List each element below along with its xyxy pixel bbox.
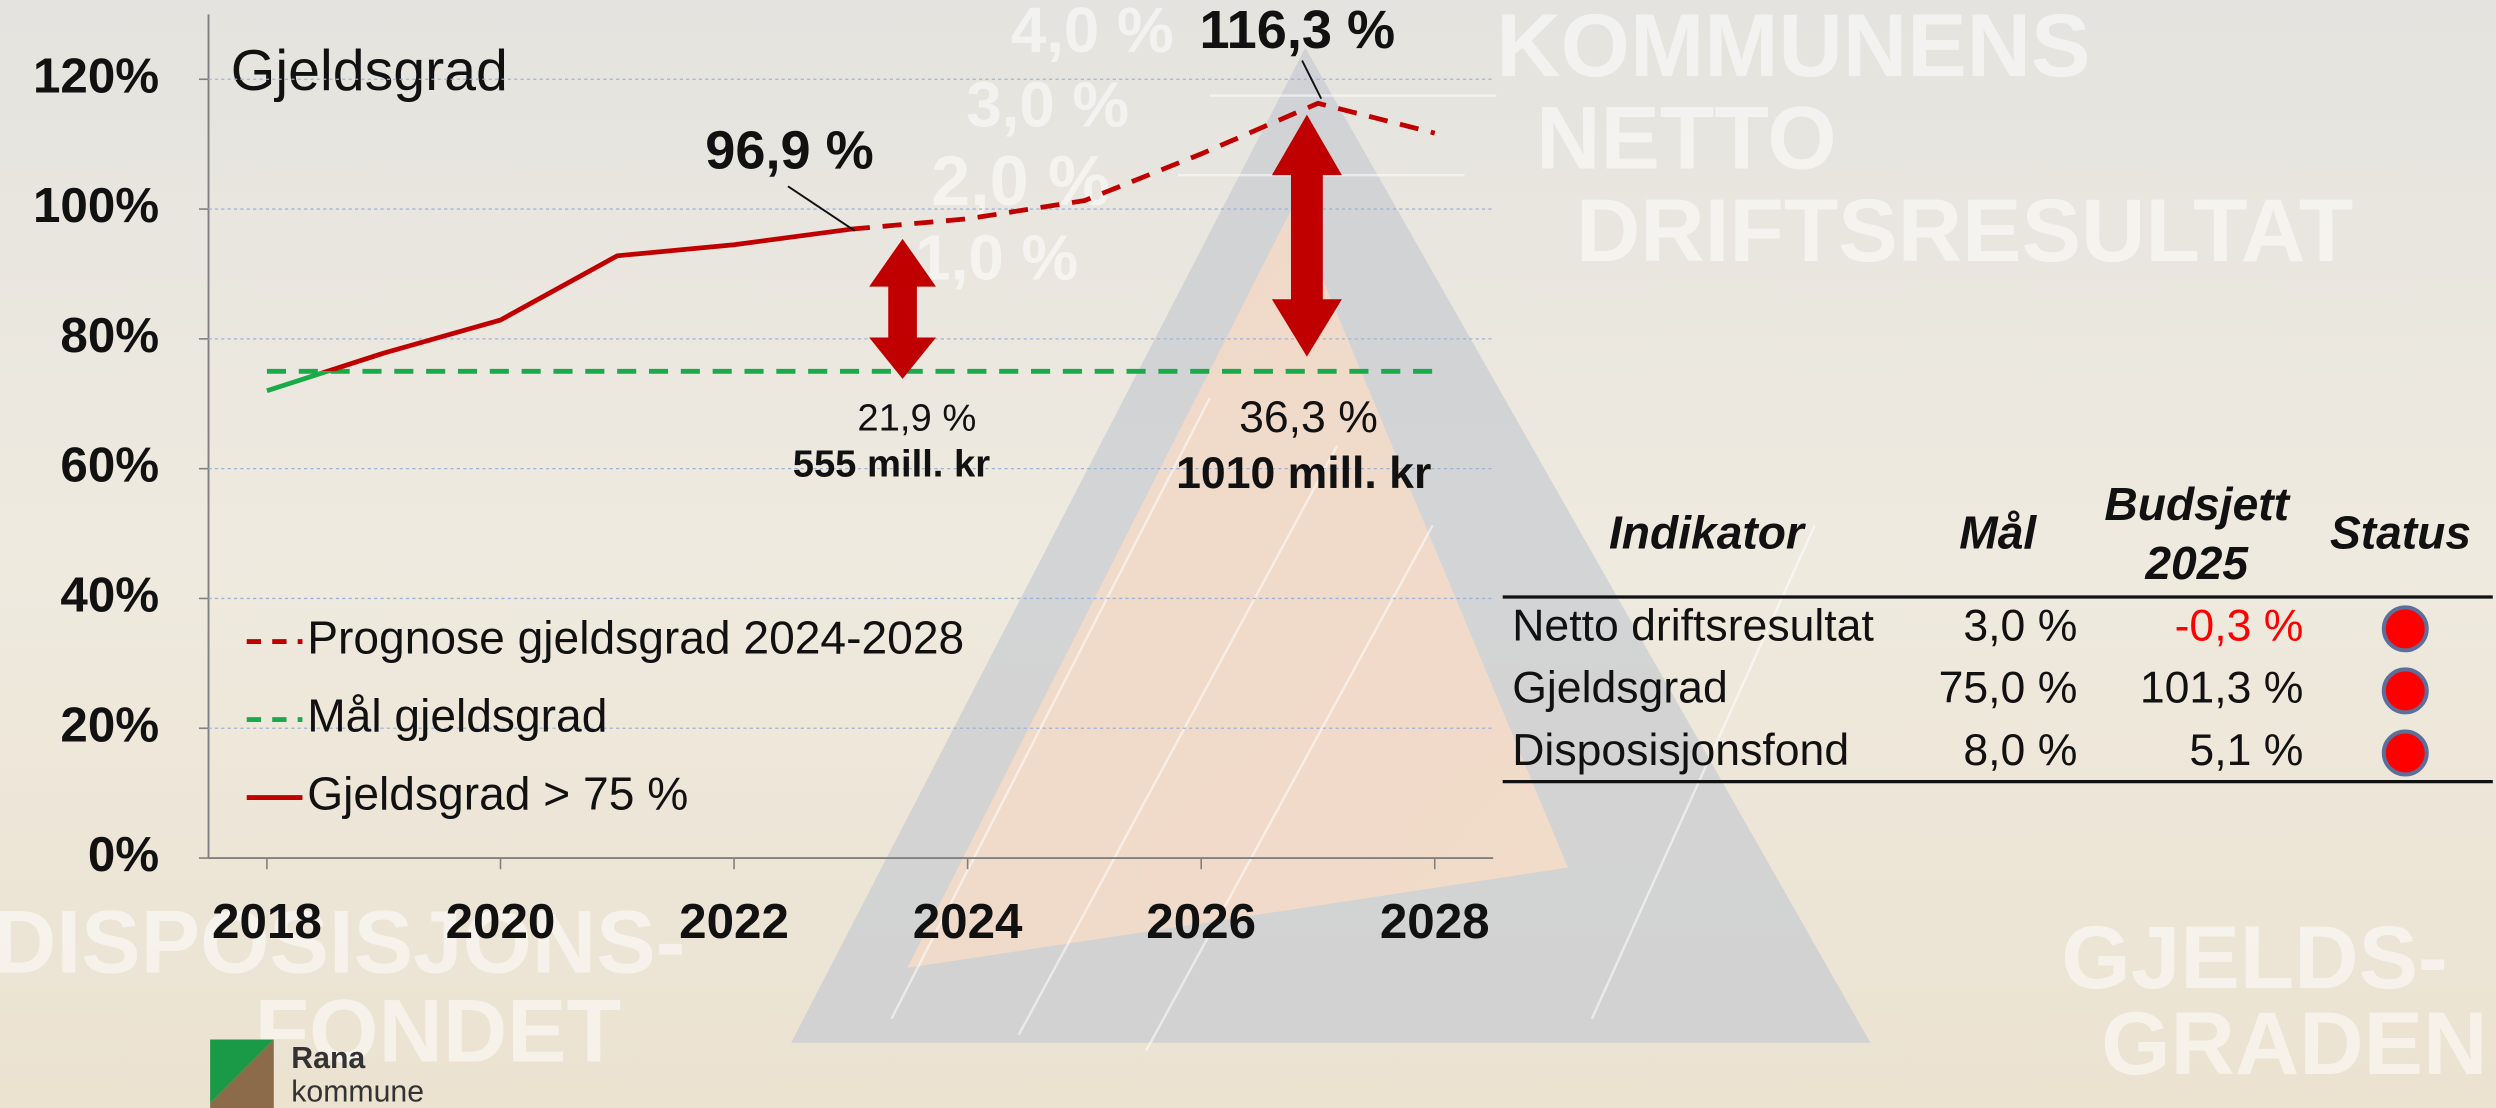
background-label: 4,0 %: [1011, 0, 1174, 66]
table-cell: 3,0 %: [1963, 602, 2077, 651]
logo: Rana kommune: [210, 1039, 424, 1108]
background-label: NETTO: [1536, 87, 1836, 187]
status-dot: [2381, 729, 2429, 777]
table-cell: 5,1 %: [2189, 726, 2303, 775]
series-line: [319, 226, 852, 372]
table-header: 2025: [2144, 537, 2249, 589]
x-tick-label: 2018: [212, 894, 322, 949]
x-tick-label: 2028: [1380, 894, 1490, 949]
inner-triangle: [907, 206, 1568, 968]
table-cell: 75,0 %: [1939, 664, 2078, 713]
table-header: Mål: [1959, 507, 2037, 559]
series-line: [850, 100, 1436, 232]
background-label: GJELDS-: [2061, 907, 2447, 1007]
x-tick-label: 2024: [913, 894, 1023, 949]
table-cell: Gjeldsgrad: [1512, 664, 1728, 713]
callout-line: [1301, 60, 1323, 100]
legend-label: Prognose gjeldsgrad 2024-2028: [307, 612, 964, 664]
annotation: 116,3 %: [1200, 0, 1396, 60]
table-cell: 8,0 %: [1963, 726, 2077, 775]
status-dot: [2381, 667, 2429, 715]
table-header: Status: [2330, 507, 2471, 559]
table-cell: -0,3 %: [2175, 602, 2304, 651]
background-label: FONDET: [255, 980, 621, 1080]
background-label: KOMMUNENS: [1496, 0, 2090, 95]
background-label: 3,0 %: [966, 70, 1129, 141]
annotation: 96,9 %: [705, 121, 873, 181]
legend-label: Gjeldsgrad > 75 %: [307, 768, 688, 820]
status-dot: [2381, 605, 2429, 653]
table-header: Budsjett: [2104, 478, 2290, 530]
y-tick-label: 20%: [60, 697, 159, 752]
x-tick-label: 2020: [446, 894, 556, 949]
y-tick-label: 100%: [33, 178, 159, 233]
table-cell: Disposisjonsfond: [1512, 726, 1849, 775]
logo-name: Rana: [291, 1042, 365, 1075]
background-label: GRADEN: [2101, 993, 2487, 1093]
annotation: 21,9 %: [857, 396, 976, 439]
callout-line: [787, 185, 856, 232]
decor-lines: [890, 94, 1816, 1052]
table-cell: Netto driftsresultat: [1512, 602, 1874, 651]
y-tick-label: 0%: [88, 827, 159, 882]
legend-label: Mål gjeldsgrad: [307, 690, 607, 742]
arrows: [869, 114, 1342, 379]
y-tick-label: 80%: [60, 308, 159, 363]
annotation: 1010 mill. kr: [1176, 449, 1431, 498]
x-tick-label: 2022: [679, 894, 789, 949]
annotation: 36,3 %: [1239, 393, 1378, 442]
background-label: DISPOSISJONS-: [0, 891, 685, 991]
y-tick-label: 120%: [33, 48, 159, 103]
x-tick-label: 2026: [1146, 894, 1256, 949]
y-tick-label: 60%: [60, 438, 159, 493]
logo-subtitle: kommune: [291, 1076, 424, 1108]
background-label: 2,0 %: [931, 142, 1110, 220]
table-cell: 101,3 %: [2140, 664, 2304, 713]
y-tick-label: 40%: [60, 567, 159, 622]
table-header: Indikator: [1609, 507, 1807, 559]
background-label: 1,0 %: [915, 223, 1078, 294]
annotation: 555 mill. kr: [793, 443, 991, 486]
chart-title: Gjeldsgrad: [231, 39, 508, 103]
background-label: DRIFTSRESULTAT: [1576, 180, 2353, 280]
